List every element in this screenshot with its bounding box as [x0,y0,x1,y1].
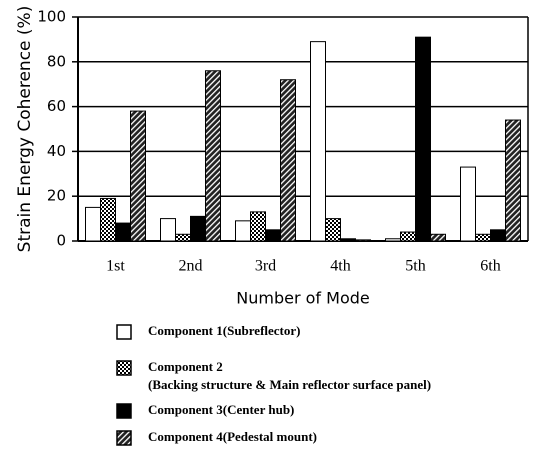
legend-label: Component 4(Pedestal mount) [148,429,317,444]
bar [355,239,371,242]
bar [160,218,176,242]
y-tick-label: 20 [47,187,66,205]
bar [385,238,401,242]
x-tick-label: 4th [330,258,350,275]
bar [490,229,506,242]
legend-swatch [116,430,132,446]
y-tick-label: 0 [56,232,66,250]
legend-label: Component 1(Subreflector) [148,323,301,338]
bar [130,110,146,242]
bar [100,197,116,242]
bar [340,238,356,242]
legend-swatch [116,360,132,376]
x-tick-label: 6th [480,258,500,275]
bar [475,233,491,242]
bar [280,79,296,242]
bar [205,70,221,242]
bar [250,211,266,242]
y-tick-label: 100 [37,8,66,26]
x-axis-label: Number of Mode [236,289,369,308]
y-tick-label: 40 [47,142,66,160]
x-tick-label: 5th [405,258,425,275]
x-tick-label: 1st [106,258,125,275]
bar [325,218,341,242]
bar [460,166,476,242]
legend-swatch [116,324,132,340]
bar [115,222,131,242]
bar [85,206,101,242]
legend-description: (Backing structure & Main reflector surf… [148,377,431,392]
bar [310,41,326,242]
bar [415,36,431,242]
bar [430,233,446,242]
bar [265,229,281,242]
bar [190,215,206,242]
bar [235,220,251,242]
x-tick-label: 2nd [179,258,203,275]
bar [175,233,191,242]
legend-swatch [116,403,132,419]
y-axis-label: Strain Energy Coherence (%) [15,6,35,253]
y-tick-label: 80 [47,52,66,70]
bar [400,231,416,242]
x-tick-label: 3rd [255,258,276,275]
bar [505,119,521,242]
legend-label: Component 3(Center hub) [148,402,294,417]
y-tick-label: 60 [47,97,66,115]
legend-label: Component 2 [148,359,223,374]
